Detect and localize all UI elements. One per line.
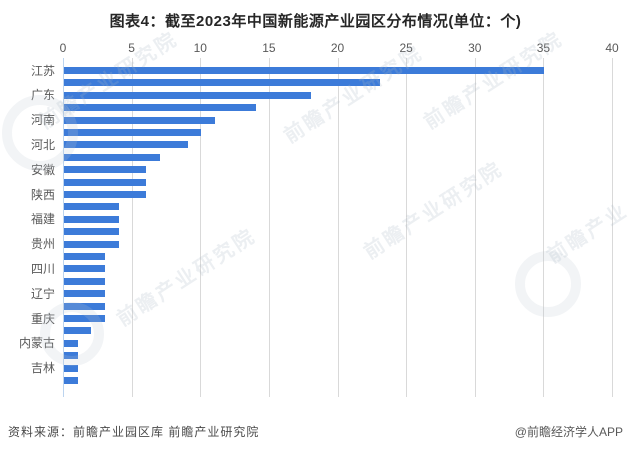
y-axis-label: 陕西 bbox=[30, 187, 55, 202]
bar bbox=[64, 352, 78, 360]
bar bbox=[64, 228, 119, 236]
x-axis-tick: 0 bbox=[59, 41, 67, 55]
watermark-logo-icon bbox=[515, 251, 581, 317]
bar bbox=[64, 116, 215, 124]
bar bbox=[64, 91, 312, 99]
x-axis-tick: 20 bbox=[330, 41, 345, 55]
y-axis-label: 内蒙古 bbox=[18, 336, 55, 351]
bar bbox=[64, 141, 188, 149]
y-axis-label: 广东 bbox=[30, 88, 55, 103]
bar bbox=[64, 315, 106, 322]
bar bbox=[64, 178, 147, 186]
x-axis-tick: 30 bbox=[468, 41, 482, 55]
y-axis-label: 吉林 bbox=[30, 361, 55, 376]
bar bbox=[64, 377, 78, 384]
bar bbox=[64, 79, 380, 87]
bar bbox=[64, 166, 147, 174]
y-axis-label: 贵州 bbox=[30, 237, 55, 252]
x-axis-tick: 25 bbox=[399, 41, 413, 55]
bar bbox=[64, 215, 119, 223]
bar bbox=[64, 290, 106, 298]
y-axis-label: 四川 bbox=[30, 261, 55, 276]
bar bbox=[64, 203, 119, 211]
bar bbox=[64, 67, 545, 74]
x-axis-tick: 5 bbox=[128, 41, 135, 55]
y-axis-label: 福建 bbox=[30, 212, 55, 227]
bar bbox=[64, 104, 257, 112]
x-axis-tick: 15 bbox=[262, 41, 276, 55]
x-axis-tick: 40 bbox=[605, 41, 619, 55]
gridline bbox=[337, 58, 339, 397]
bar bbox=[64, 277, 106, 285]
bar bbox=[64, 129, 202, 136]
bar bbox=[64, 253, 106, 260]
bar bbox=[64, 191, 147, 198]
bar bbox=[64, 327, 92, 335]
x-axis-tick: 10 bbox=[193, 41, 207, 55]
watermark-text: 前瞻产业 bbox=[543, 199, 631, 268]
bar bbox=[64, 240, 119, 248]
gridline bbox=[131, 58, 133, 397]
bar bbox=[64, 153, 161, 161]
watermark-credit: @前瞻经济学人APP bbox=[514, 425, 623, 439]
gridline bbox=[268, 58, 270, 397]
y-axis-label: 重庆 bbox=[30, 311, 55, 326]
watermark-text: 前瞻产业研究院 bbox=[360, 157, 508, 264]
gridline bbox=[200, 58, 202, 397]
bar bbox=[64, 364, 78, 372]
watermark-text: 前瞻产业研究院 bbox=[113, 224, 261, 331]
chart-title: 图表4：截至2023年中国新能源产业园区分布情况(单位：个) bbox=[109, 13, 522, 30]
gridline bbox=[406, 58, 408, 397]
gridline bbox=[474, 58, 476, 397]
bar bbox=[64, 339, 78, 347]
zero-axis-line bbox=[63, 58, 64, 397]
y-axis-label: 辽宁 bbox=[30, 286, 55, 301]
bar bbox=[64, 302, 106, 310]
y-axis-label: 安徽 bbox=[30, 162, 55, 177]
y-axis-label: 江苏 bbox=[30, 63, 55, 78]
gridline bbox=[612, 58, 613, 397]
watermark-text: 前瞻产业研究院 bbox=[420, 27, 568, 134]
x-axis-tick: 35 bbox=[536, 41, 551, 55]
bar bbox=[64, 265, 106, 273]
y-axis-label: 河北 bbox=[30, 137, 55, 152]
y-axis-label: 河南 bbox=[30, 113, 55, 128]
source-note: 资料来源：前瞻产业园区库 前瞻产业研究院 bbox=[8, 425, 260, 439]
gridline bbox=[543, 58, 545, 397]
